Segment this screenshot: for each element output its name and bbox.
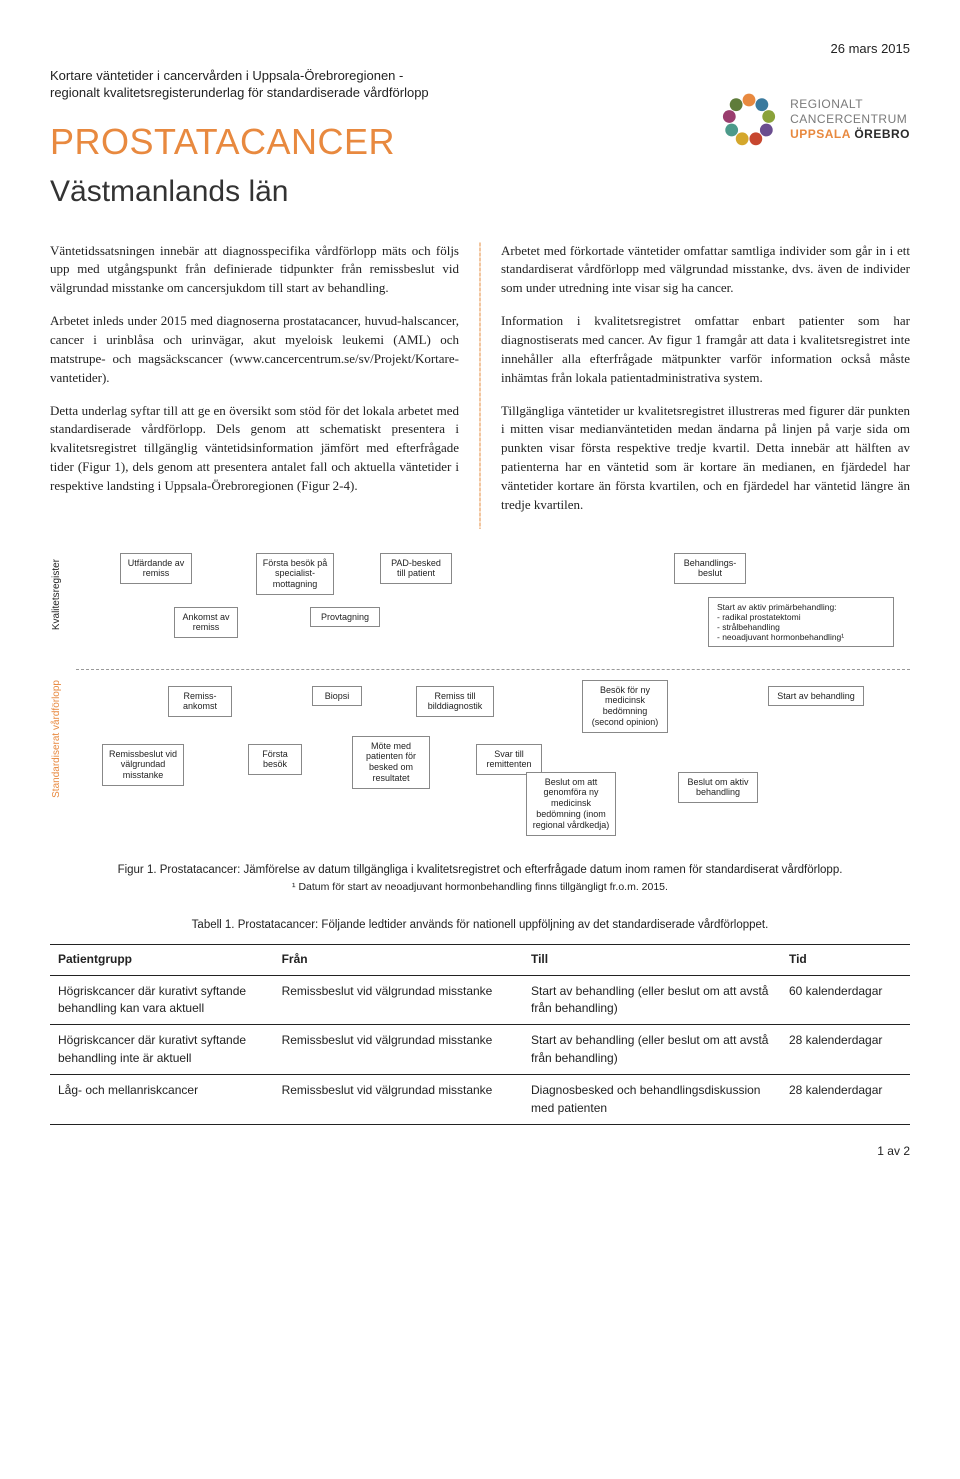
flow-row-2: Standardiserat vårdförlopp Remissbeslut … bbox=[50, 674, 910, 844]
body-paragraph: Information i kvalitetsregistret omfatta… bbox=[501, 312, 910, 387]
flow-divider bbox=[76, 669, 910, 670]
table-row: Högriskcancer där kurativt syftande beha… bbox=[50, 975, 910, 1025]
flow-box: Start av aktiv primärbehandling: - radik… bbox=[708, 597, 894, 648]
body-columns: Väntetidssatsningen innebär att diagnoss… bbox=[50, 242, 910, 529]
table-header-cell: Från bbox=[274, 945, 523, 975]
page-counter: 1 av 2 bbox=[50, 1143, 910, 1160]
flow-box: Provtagning bbox=[310, 607, 380, 628]
flow-box: Svar till remittenten bbox=[476, 744, 542, 776]
table-body: Högriskcancer där kurativt syftande beha… bbox=[50, 975, 910, 1124]
table-cell: Låg- och mellanriskcancer bbox=[50, 1075, 274, 1125]
flow-row-1-content: Utfärdande av remiss Ankomst av remiss För… bbox=[76, 553, 910, 663]
flow-row-2-label: Standardiserat vårdförlopp bbox=[50, 674, 66, 804]
flow-box: Första besök bbox=[248, 744, 302, 776]
logo-text: REGIONALT CANCERCENTRUM UPPSALA ÖREBRO bbox=[790, 97, 910, 142]
sub-title-l1: Kortare väntetider i cancervården i Upps… bbox=[50, 68, 403, 83]
column-right: Arbetet med förkortade väntetider omfatt… bbox=[501, 242, 910, 529]
flow-row-1: Kvalitetsregister Utfärdande av remiss An… bbox=[50, 553, 910, 663]
flow-box: Remiss-ankomst bbox=[168, 686, 232, 718]
header-left: Kortare väntetider i cancervården i Upps… bbox=[50, 67, 429, 214]
body-paragraph: Arbetet inleds under 2015 med diagnosern… bbox=[50, 312, 459, 387]
flow-diagram: Kvalitetsregister Utfärdande av remiss An… bbox=[50, 553, 910, 844]
body-paragraph: Tillgängliga väntetider ur kvalitetsregi… bbox=[501, 402, 910, 515]
table-cell: Start av behandling (eller beslut om att… bbox=[523, 1025, 781, 1075]
table-cell: Remissbeslut vid välgrundad misstanke bbox=[274, 975, 523, 1025]
body-paragraph: Väntetidssatsningen innebär att diagnoss… bbox=[50, 242, 459, 299]
table-header-cell: Patientgrupp bbox=[50, 945, 274, 975]
flow-box: Beslut om att genomföra ny medicinsk bed… bbox=[526, 772, 616, 836]
sub-title-l2: regionalt kvalitetsregisterunderlag för … bbox=[50, 85, 429, 100]
table-cell: 28 kalenderdagar bbox=[781, 1025, 910, 1075]
logo-line-3b: ÖREBRO bbox=[854, 127, 910, 141]
logo-line-2: CANCERCENTRUM bbox=[790, 112, 910, 127]
flow-box: Besök för ny medicinsk bedömning (second… bbox=[582, 680, 668, 733]
figure-1-caption: Figur 1. Prostatacancer: Jämförelse av d… bbox=[50, 862, 910, 879]
flow-box: Möte med patienten för besked om resulta… bbox=[352, 736, 430, 789]
flow-box: Behandlings-beslut bbox=[674, 553, 746, 585]
flow-box: Ankomst av remiss bbox=[174, 607, 238, 639]
rcc-logo-icon bbox=[718, 89, 780, 151]
table-ledtider: PatientgruppFrånTillTid Högriskcancer dä… bbox=[50, 944, 910, 1125]
table-cell: 60 kalenderdagar bbox=[781, 975, 910, 1025]
flow-box: Start av behandling bbox=[768, 686, 864, 707]
sub-title: Kortare väntetider i cancervården i Upps… bbox=[50, 67, 429, 102]
body-paragraph: Detta underlag syftar till att ge en öve… bbox=[50, 402, 459, 496]
logo-block: REGIONALT CANCERCENTRUM UPPSALA ÖREBRO bbox=[718, 89, 910, 151]
flow-box: Biopsi bbox=[312, 686, 362, 707]
logo-line-3a: UPPSALA bbox=[790, 127, 850, 141]
flow-row-1-label: Kvalitetsregister bbox=[50, 553, 66, 636]
flow-box: Första besök på specialist-mottagning bbox=[256, 553, 334, 595]
logo-line-1: REGIONALT bbox=[790, 97, 910, 112]
table-cell: Remissbeslut vid välgrundad misstanke bbox=[274, 1025, 523, 1075]
table-header-cell: Till bbox=[523, 945, 781, 975]
flow-box: Beslut om aktiv behandling bbox=[678, 772, 758, 804]
page-title: PROSTATACANCER bbox=[50, 116, 429, 168]
table-cell: Remissbeslut vid välgrundad misstanke bbox=[274, 1075, 523, 1125]
table-header-cell: Tid bbox=[781, 945, 910, 975]
table-row: Låg- och mellanriskcancerRemissbeslut vi… bbox=[50, 1075, 910, 1125]
column-separator bbox=[479, 242, 481, 529]
logo-line-3: UPPSALA ÖREBRO bbox=[790, 127, 910, 142]
column-left: Väntetidssatsningen innebär att diagnoss… bbox=[50, 242, 459, 529]
table-row: Högriskcancer där kurativt syftande beha… bbox=[50, 1025, 910, 1075]
flow-box: Utfärdande av remiss bbox=[120, 553, 192, 585]
flow-box: PAD-besked till patient bbox=[380, 553, 452, 585]
table-cell: Diagnosbesked och behandlingsdiskussion … bbox=[523, 1075, 781, 1125]
date-line: 26 mars 2015 bbox=[50, 40, 910, 59]
table-header-row: PatientgruppFrånTillTid bbox=[50, 945, 910, 975]
figure-1-footnote: ¹ Datum för start av neoadjuvant hormonb… bbox=[50, 880, 910, 895]
flow-box: Remiss till bilddiagnostik bbox=[416, 686, 494, 718]
body-paragraph: Arbetet med förkortade väntetider omfatt… bbox=[501, 242, 910, 299]
table-cell: 28 kalenderdagar bbox=[781, 1075, 910, 1125]
table-cell: Högriskcancer där kurativt syftande beha… bbox=[50, 975, 274, 1025]
flow-row-2-content: Remissbeslut vid välgrundad misstanke Rem… bbox=[76, 674, 910, 844]
county-name: Västmanlands län bbox=[50, 170, 429, 214]
table-cell: Start av behandling (eller beslut om att… bbox=[523, 975, 781, 1025]
table-cell: Högriskcancer där kurativt syftande beha… bbox=[50, 1025, 274, 1075]
flow-box: Remissbeslut vid välgrundad misstanke bbox=[102, 744, 184, 786]
header-row: Kortare väntetider i cancervården i Upps… bbox=[50, 67, 910, 214]
table-1-caption: Tabell 1. Prostatacancer: Följande ledti… bbox=[50, 917, 910, 934]
